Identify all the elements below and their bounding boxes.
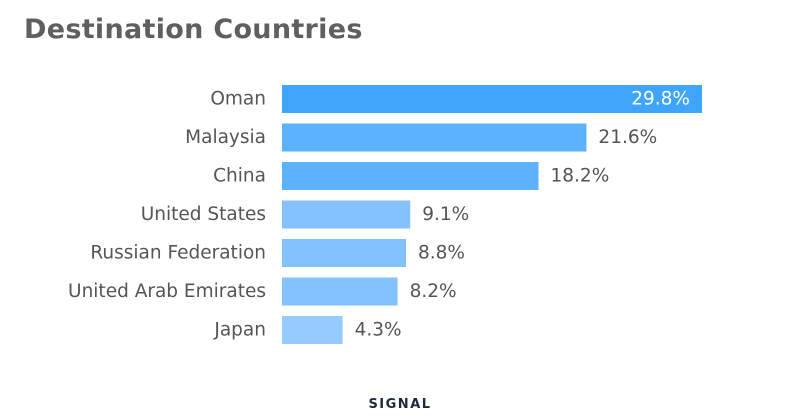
data-label: 29.8% [631,89,690,110]
bar [282,162,539,190]
category-label: Russian Federation [90,243,266,264]
category-label: United States [141,204,266,225]
data-label: 9.1% [422,204,469,225]
bar [282,200,411,229]
chart-title: Destination Countries [24,14,363,45]
data-label: 8.2% [410,281,457,302]
category-label: United Arab Emirates [68,281,266,302]
bar [282,239,407,267]
data-label: 21.6% [598,127,657,148]
bar [282,85,702,113]
bar [282,316,343,344]
category-label: Japan [213,320,266,341]
category-label: China [213,166,266,187]
category-label: Malaysia [185,127,266,148]
data-label: 18.2% [551,166,610,187]
signal-logo: SIGNAL [368,397,432,412]
bar [282,123,587,152]
data-label: 4.3% [355,320,402,341]
category-label: Oman [210,89,266,110]
bar [282,277,398,306]
data-label: 8.8% [418,243,465,264]
